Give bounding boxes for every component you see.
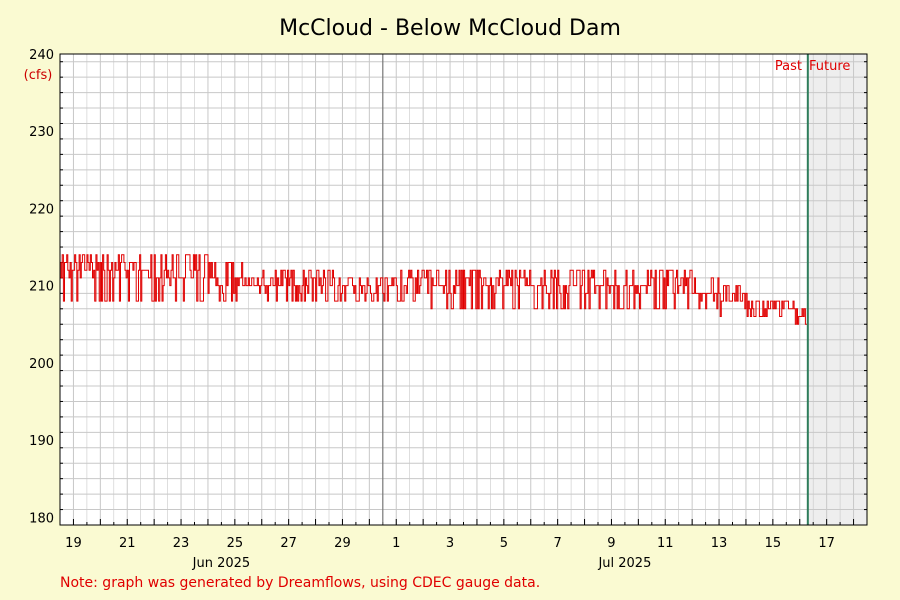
- footnote: Note: graph was generated by Dreamflows,…: [60, 575, 541, 591]
- future-marker-label: Future: [809, 59, 850, 74]
- x-tick-label: 3: [446, 536, 454, 551]
- x-tick-label: 29: [334, 536, 351, 551]
- future-region: [807, 54, 867, 525]
- x-tick-label: 27: [280, 536, 297, 551]
- y-tick-label: 230: [29, 125, 54, 140]
- x-tick-label: 21: [119, 536, 136, 551]
- x-tick-label: 5: [500, 536, 508, 551]
- x-tick-label: 1: [392, 536, 400, 551]
- y-tick-label: 220: [29, 202, 54, 217]
- x-tick-label: 9: [607, 536, 615, 551]
- past-marker-label: Past: [775, 59, 802, 74]
- y-tick-label: 200: [29, 357, 54, 372]
- x-month-label: Jul 2025: [597, 556, 651, 571]
- x-tick-label: 17: [818, 536, 835, 551]
- flow-series-line: [60, 254, 808, 325]
- y-tick-label: 240: [29, 48, 54, 63]
- x-tick-label: 11: [657, 536, 674, 551]
- x-tick-label: 25: [227, 536, 244, 551]
- x-tick-label: 15: [765, 536, 782, 551]
- chart-title: McCloud - Below McCloud Dam: [279, 16, 621, 41]
- x-tick-label: 7: [554, 536, 562, 551]
- x-tick-label: 19: [65, 536, 82, 551]
- x-month-label: Jun 2025: [192, 556, 251, 571]
- y-tick-label: 210: [29, 280, 54, 295]
- y-tick-label: 180: [29, 511, 54, 526]
- y-tick-label: 190: [29, 434, 54, 449]
- x-tick-label: 13: [711, 536, 728, 551]
- x-tick-label: 23: [173, 536, 190, 551]
- y-axis-unit-label: (cfs): [24, 68, 53, 83]
- plot-frame: [59, 53, 868, 526]
